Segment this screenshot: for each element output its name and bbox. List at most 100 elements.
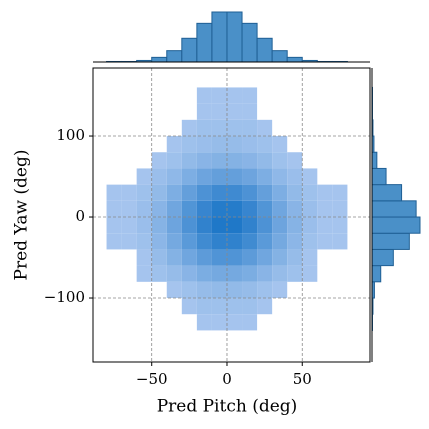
heat-cell [226, 249, 243, 266]
heat-cell [317, 200, 333, 218]
heat-cell [181, 200, 197, 218]
marginal-bar [271, 50, 288, 63]
heat-cell [242, 71, 257, 87]
heat-cell [272, 120, 287, 136]
heat-cell [257, 87, 272, 103]
heat-cell [332, 298, 347, 314]
heat-cell [317, 152, 332, 168]
heat-cell [166, 152, 182, 169]
heat-cell [122, 266, 137, 282]
heat-cell [317, 184, 333, 201]
marginal-bar [371, 265, 382, 283]
heat-cell [181, 298, 197, 315]
marginal-bar [256, 37, 273, 63]
marginal-bar [151, 56, 168, 63]
heat-cell [136, 200, 152, 218]
heat-cell [167, 120, 182, 136]
heat-cell [332, 200, 348, 218]
heat-cell [137, 152, 152, 168]
heat-cell [332, 314, 347, 330]
heat-cell [257, 314, 272, 330]
heat-cell [302, 168, 318, 185]
heat-cell [136, 265, 152, 282]
heat-cell [242, 184, 258, 201]
heat-cell [302, 217, 318, 234]
heat-cell [302, 282, 317, 298]
heat-cell [317, 249, 332, 265]
heat-cell [317, 282, 332, 298]
marginal-bar [241, 22, 258, 63]
heat-cell [166, 249, 182, 266]
heat-cell [272, 71, 287, 87]
heat-cell [166, 217, 182, 234]
heat-cell [137, 104, 152, 120]
heat-cell [211, 200, 227, 218]
heat-cell [136, 233, 152, 250]
heat-cell [196, 249, 212, 266]
heat-cell [272, 298, 287, 314]
heat-cell [151, 233, 167, 250]
heat-cell [181, 119, 197, 137]
y-tick-label: 100 [56, 126, 85, 144]
heat-cell [121, 217, 137, 234]
heat-cell [152, 71, 167, 87]
heat-cell [151, 249, 167, 266]
heat-cell [196, 168, 212, 185]
heat-cell [196, 87, 212, 104]
heat-cell [332, 233, 348, 250]
heat-cell [181, 152, 197, 169]
heat-cell [226, 281, 243, 299]
heat-cell [167, 314, 182, 330]
heat-cell [257, 265, 273, 282]
heat-cell [272, 200, 288, 218]
heat-cell [107, 104, 122, 120]
heat-cell [272, 265, 288, 282]
heat-cell [211, 217, 227, 234]
heat-cell [242, 281, 258, 299]
heat-cell [137, 298, 152, 314]
heat-cell [302, 152, 317, 168]
heat-cell [152, 314, 167, 330]
heat-cell [332, 104, 347, 120]
heat-cell [106, 184, 122, 201]
heat-cell [226, 200, 243, 218]
heat-cell [242, 217, 258, 234]
heat-cell [196, 233, 212, 250]
heat-cell [317, 298, 332, 314]
heat-cell [106, 200, 122, 218]
heat-cell [332, 120, 347, 136]
heat-cell [181, 184, 197, 201]
heat-cell [211, 184, 227, 201]
heat-cell [302, 233, 318, 250]
heat-cell [136, 249, 152, 266]
heat-cell [166, 265, 182, 282]
heat-cell [167, 104, 182, 120]
heat-cell [302, 87, 317, 103]
heat-cell [332, 282, 347, 298]
heat-cell [181, 217, 197, 234]
heat-cell [211, 119, 227, 137]
heat-cell [302, 265, 318, 282]
heat-cell [287, 233, 303, 250]
heat-cell [182, 71, 197, 87]
heat-cell [302, 298, 317, 314]
heat-cell [181, 168, 197, 185]
heat-cell [137, 282, 152, 298]
heat-cell [107, 298, 122, 314]
heat-cell [332, 217, 348, 234]
heat-cell [137, 314, 152, 330]
heat-cell [196, 136, 212, 153]
heat-cell [332, 136, 347, 152]
heat-cell [332, 87, 347, 103]
heat-cell [242, 233, 258, 250]
x-tick-label: −50 [136, 370, 168, 388]
heat-cell [151, 168, 167, 185]
heat-cell [226, 119, 243, 137]
heat-cell [302, 120, 317, 136]
heat-cell [137, 120, 152, 136]
heat-cell [211, 233, 227, 250]
heat-cell [137, 136, 152, 152]
marginal-bar [371, 216, 421, 234]
heat-cell [227, 71, 242, 87]
heat-cell [181, 136, 197, 153]
